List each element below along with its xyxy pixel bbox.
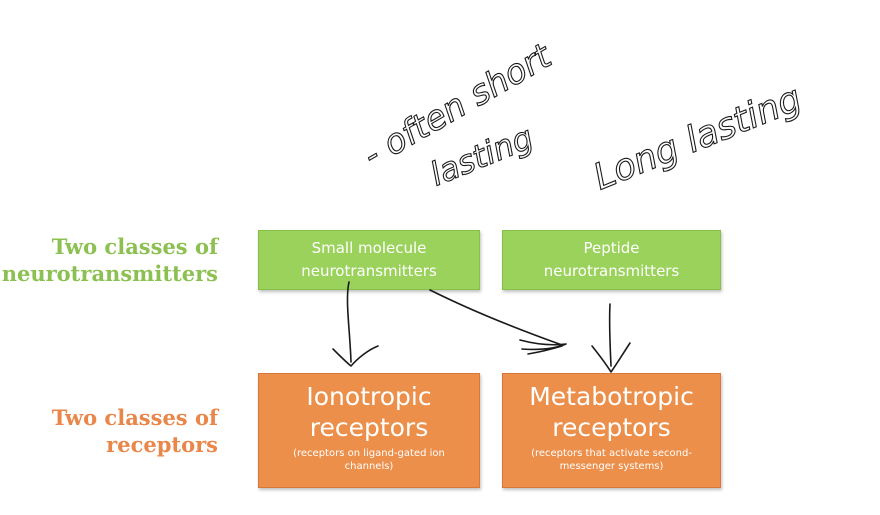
- box-title-line: Metabotropic: [529, 382, 694, 411]
- peptide-neurotransmitters-box: Peptide neurotransmitters: [502, 230, 721, 290]
- box-subtitle: (receptors on ligand-gated ion channels): [259, 447, 479, 473]
- arrow-small-molecule-to-ionotropic: [332, 281, 379, 367]
- box-line: Small molecule: [311, 239, 427, 257]
- label-line: Two classes of: [51, 405, 218, 430]
- box-title-line: Ionotropic: [306, 382, 432, 411]
- small-molecule-neurotransmitters-box: Small molecule neurotransmitters: [258, 230, 480, 290]
- handwritten-line: lasting: [425, 118, 539, 193]
- label-line: Two classes of: [51, 234, 218, 259]
- ionotropic-receptors-box: Ionotropic receptors (receptors on ligan…: [258, 373, 480, 488]
- box-subtitle-line: (receptors on ligand-gated ion: [293, 448, 445, 459]
- box-title-line: receptors: [309, 413, 429, 442]
- label-line: receptors: [106, 432, 218, 457]
- box-line: Peptide: [583, 239, 640, 257]
- handwritten-note-short-lasting: - often short lasting: [356, 35, 560, 194]
- box-line: neurotransmitters: [543, 262, 680, 280]
- box-line: neurotransmitters: [301, 262, 437, 280]
- label-line: neurotransmitters: [1, 261, 218, 286]
- label-two-classes-of-receptors: Two classes of receptors: [52, 404, 218, 458]
- box-subtitle: (receptors that activate second- messeng…: [503, 447, 720, 473]
- handwritten-line: Long lasting: [588, 78, 807, 198]
- box-subtitle-line: (receptors that activate second-: [531, 448, 692, 459]
- handwritten-line: - often short: [357, 35, 560, 175]
- arrow-small-molecule-to-metabotropic: [429, 289, 567, 355]
- box-subtitle-line: messenger systems): [559, 461, 664, 472]
- box-title-line: receptors: [552, 413, 671, 442]
- metabotropic-receptors-box: Metabotropic receptors (receptors that a…: [502, 373, 721, 488]
- box-subtitle-line: channels): [344, 461, 394, 472]
- arrow-peptide-to-metabotropic: [591, 303, 631, 373]
- handwritten-note-long-lasting: Long lasting: [587, 77, 807, 198]
- label-two-classes-of-neurotransmitters: Two classes of neurotransmitters: [2, 233, 218, 287]
